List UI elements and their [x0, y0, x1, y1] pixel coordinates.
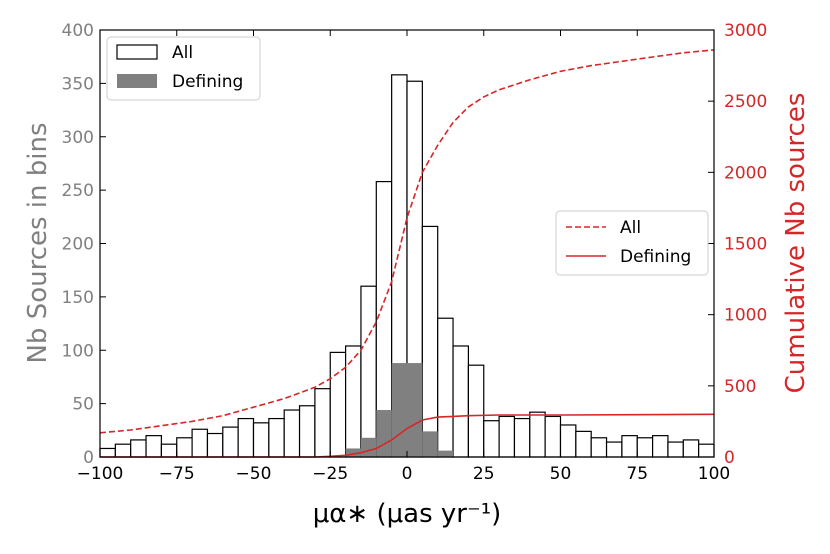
bar-all [513, 417, 531, 458]
y-tick-label-right: 0 [724, 448, 735, 468]
bar-defining [360, 437, 377, 457]
x-tick-label: 75 [626, 464, 648, 484]
y-axis-right-title: Cumulative Nb sources [781, 93, 811, 394]
bar-all [529, 411, 546, 458]
y-tick-label-left: 300 [62, 128, 94, 148]
bar-defining [437, 450, 454, 457]
legend-cumulative: All Defining [555, 210, 709, 276]
bar-all [498, 415, 516, 458]
y-tick-label-left: 50 [72, 395, 94, 415]
bar-all [145, 435, 163, 458]
bar-all [206, 432, 224, 458]
y-axis-right: 0 500 1000 1500 2000 2500 3000 [708, 21, 767, 468]
bar-all [160, 443, 178, 458]
cumulative-lines [99, 49, 715, 458]
bar-all [298, 405, 316, 458]
y-tick-label-right: 2500 [724, 92, 767, 112]
bar-all [252, 422, 270, 458]
bar-all [636, 437, 654, 458]
bar-all [544, 415, 562, 458]
y-tick-label-left: 100 [62, 341, 94, 361]
y-tick-label-left: 400 [62, 21, 94, 41]
x-tick-label: 0 [402, 464, 413, 484]
line-cumulative-defining [100, 413, 715, 458]
y-tick-label-left: 150 [62, 288, 94, 308]
bar-all [237, 417, 255, 458]
y-tick-label-right: 3000 [724, 21, 767, 41]
x-tick-label: −25 [312, 464, 348, 484]
bar-all [191, 428, 209, 458]
y-tick-label-left: 0 [83, 448, 94, 468]
legend-swatch-defining [117, 74, 157, 88]
bar-all [667, 441, 684, 458]
x-axis-title: μα∗ (μas yr⁻¹) [313, 499, 502, 529]
bar-defining [376, 410, 392, 457]
x-tick-label: 50 [550, 464, 572, 484]
bar-all [130, 439, 147, 458]
bar-defining [391, 363, 407, 457]
bar-all [222, 426, 239, 458]
legend-label-all: All [172, 43, 193, 63]
bar-defining [422, 431, 438, 457]
bar-all [452, 345, 469, 458]
legend-label-defining: Defining [172, 72, 243, 92]
x-tick-label: 25 [473, 464, 495, 484]
x-tick-label: −75 [159, 464, 195, 484]
y-tick-label-left: 350 [62, 74, 94, 94]
y-tick-label-right: 2000 [724, 163, 767, 183]
y-axis-left: 0 50 100 150 200 250 300 350 400 [62, 21, 106, 468]
bar-defining [407, 363, 423, 457]
legend-swatch-all [116, 44, 158, 60]
legend-label-defining-cumulative: Defining [620, 247, 691, 267]
bar-all [345, 345, 362, 458]
bar-defining [345, 448, 361, 457]
bar-all [176, 437, 193, 458]
y-tick-label-right: 500 [724, 377, 756, 397]
bar-all [437, 317, 454, 458]
y-tick-label-left: 200 [62, 235, 94, 255]
y-axis-left-title: Nb Sources in bins [23, 122, 53, 363]
y-tick-label-left: 250 [62, 181, 94, 201]
bar-all [605, 441, 623, 458]
legend-label-all-cumulative: All [620, 218, 641, 238]
bar-all [114, 443, 132, 458]
bar-all [483, 420, 500, 458]
bar-all [360, 285, 377, 458]
x-tick-label: −50 [236, 464, 272, 484]
legend-histogram: All Defining [106, 36, 261, 101]
bar-all [698, 443, 715, 458]
histogram-defining [345, 363, 454, 457]
y-tick-label-right: 1000 [724, 306, 767, 326]
bar-all [575, 430, 592, 458]
x-axis: −100 −75 −50 −25 0 25 50 75 100 [77, 30, 730, 484]
bar-all [314, 388, 331, 458]
bar-all [283, 409, 301, 458]
bar-all [559, 424, 577, 458]
bar-all [590, 437, 608, 458]
x-tick-label: −100 [77, 464, 124, 484]
line-cumulative-all [99, 49, 715, 434]
bar-all [682, 439, 700, 458]
bar-all [467, 364, 485, 458]
x-tick-label: 100 [698, 464, 730, 484]
y-tick-label-right: 1500 [724, 235, 767, 255]
bar-all [268, 417, 285, 458]
bar-all [651, 435, 669, 458]
bar-all [621, 435, 638, 458]
bar-all [99, 447, 116, 458]
bar-all [421, 225, 439, 458]
